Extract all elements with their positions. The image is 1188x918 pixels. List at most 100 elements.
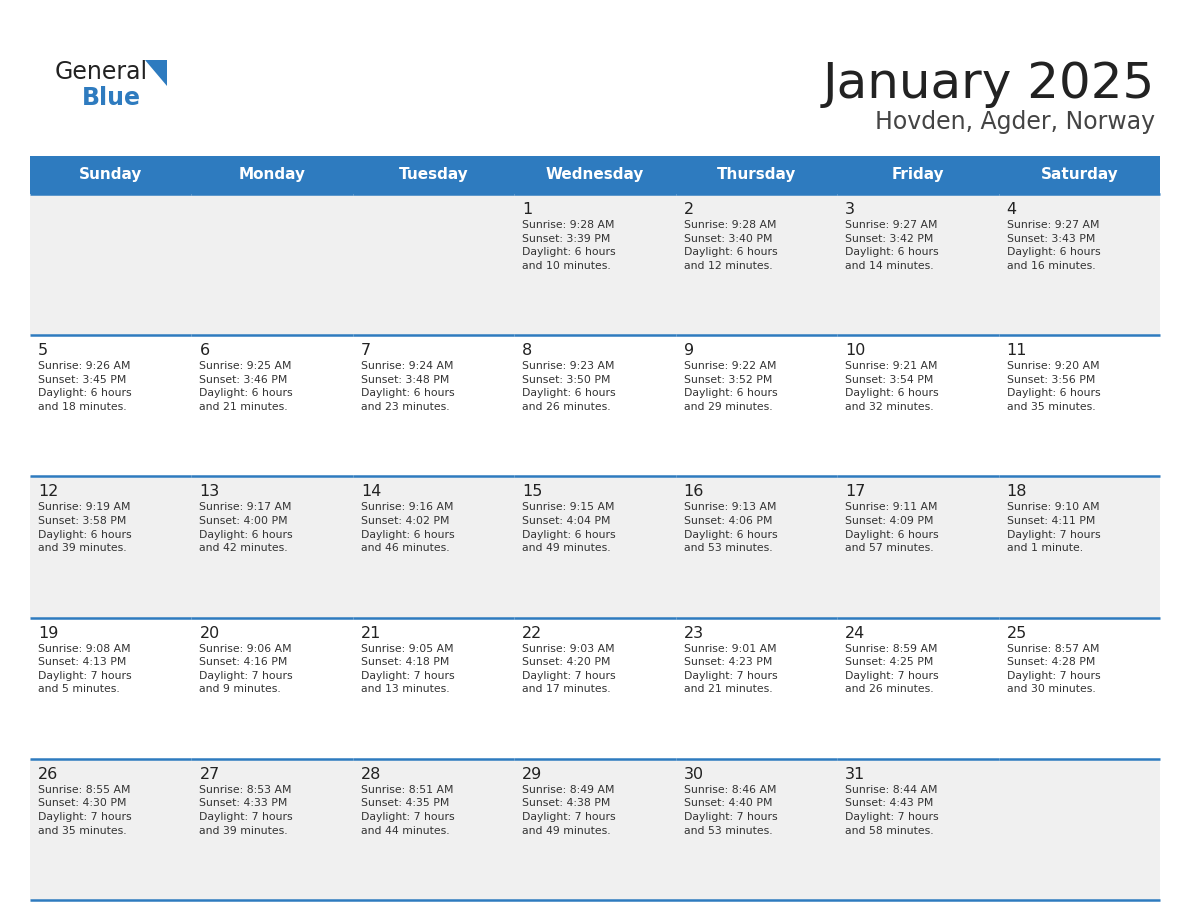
Text: 2: 2 <box>684 202 694 217</box>
Bar <box>30 335 191 476</box>
Text: Wednesday: Wednesday <box>545 167 644 183</box>
Bar <box>676 156 838 194</box>
Text: Sunrise: 9:17 AM
Sunset: 4:00 PM
Daylight: 6 hours
and 42 minutes.: Sunrise: 9:17 AM Sunset: 4:00 PM Dayligh… <box>200 502 293 554</box>
Bar <box>676 476 838 618</box>
Text: 29: 29 <box>523 767 543 782</box>
Text: Sunrise: 9:20 AM
Sunset: 3:56 PM
Daylight: 6 hours
and 35 minutes.: Sunrise: 9:20 AM Sunset: 3:56 PM Dayligh… <box>1006 361 1100 412</box>
Text: Sunrise: 8:46 AM
Sunset: 4:40 PM
Daylight: 7 hours
and 53 minutes.: Sunrise: 8:46 AM Sunset: 4:40 PM Dayligh… <box>684 785 777 835</box>
Bar <box>999 759 1159 900</box>
Text: 8: 8 <box>523 343 532 358</box>
Text: 16: 16 <box>684 485 704 499</box>
Bar <box>30 194 191 335</box>
Text: 20: 20 <box>200 625 220 641</box>
Text: 10: 10 <box>845 343 866 358</box>
Text: 21: 21 <box>361 625 381 641</box>
Bar <box>191 335 353 476</box>
Polygon shape <box>145 60 168 86</box>
Text: 15: 15 <box>523 485 543 499</box>
Bar <box>191 476 353 618</box>
Bar <box>676 759 838 900</box>
Text: Sunrise: 9:28 AM
Sunset: 3:40 PM
Daylight: 6 hours
and 12 minutes.: Sunrise: 9:28 AM Sunset: 3:40 PM Dayligh… <box>684 220 777 271</box>
Text: Tuesday: Tuesday <box>399 167 468 183</box>
Text: Sunrise: 9:03 AM
Sunset: 4:20 PM
Daylight: 7 hours
and 17 minutes.: Sunrise: 9:03 AM Sunset: 4:20 PM Dayligh… <box>523 644 615 694</box>
Text: 6: 6 <box>200 343 209 358</box>
Text: Sunday: Sunday <box>80 167 143 183</box>
Text: Friday: Friday <box>891 167 944 183</box>
Text: 4: 4 <box>1006 202 1017 217</box>
Text: Sunrise: 8:59 AM
Sunset: 4:25 PM
Daylight: 7 hours
and 26 minutes.: Sunrise: 8:59 AM Sunset: 4:25 PM Dayligh… <box>845 644 939 694</box>
Text: Sunrise: 8:44 AM
Sunset: 4:43 PM
Daylight: 7 hours
and 58 minutes.: Sunrise: 8:44 AM Sunset: 4:43 PM Dayligh… <box>845 785 939 835</box>
Bar <box>353 759 514 900</box>
Text: Sunrise: 9:10 AM
Sunset: 4:11 PM
Daylight: 7 hours
and 1 minute.: Sunrise: 9:10 AM Sunset: 4:11 PM Dayligh… <box>1006 502 1100 554</box>
Text: 24: 24 <box>845 625 865 641</box>
Text: Hovden, Agder, Norway: Hovden, Agder, Norway <box>874 110 1155 134</box>
Bar <box>838 476 999 618</box>
Text: Sunrise: 9:23 AM
Sunset: 3:50 PM
Daylight: 6 hours
and 26 minutes.: Sunrise: 9:23 AM Sunset: 3:50 PM Dayligh… <box>523 361 615 412</box>
Text: 31: 31 <box>845 767 865 782</box>
Text: Sunrise: 9:16 AM
Sunset: 4:02 PM
Daylight: 6 hours
and 46 minutes.: Sunrise: 9:16 AM Sunset: 4:02 PM Dayligh… <box>361 502 455 554</box>
Bar <box>676 335 838 476</box>
Text: Sunrise: 9:28 AM
Sunset: 3:39 PM
Daylight: 6 hours
and 10 minutes.: Sunrise: 9:28 AM Sunset: 3:39 PM Dayligh… <box>523 220 615 271</box>
Text: Sunrise: 9:24 AM
Sunset: 3:48 PM
Daylight: 6 hours
and 23 minutes.: Sunrise: 9:24 AM Sunset: 3:48 PM Dayligh… <box>361 361 455 412</box>
Bar <box>999 618 1159 759</box>
Text: Sunrise: 9:25 AM
Sunset: 3:46 PM
Daylight: 6 hours
and 21 minutes.: Sunrise: 9:25 AM Sunset: 3:46 PM Dayligh… <box>200 361 293 412</box>
Text: 11: 11 <box>1006 343 1028 358</box>
Text: 3: 3 <box>845 202 855 217</box>
Text: General: General <box>55 60 148 84</box>
Bar <box>353 476 514 618</box>
Text: 5: 5 <box>38 343 49 358</box>
Bar <box>353 156 514 194</box>
Text: 28: 28 <box>361 767 381 782</box>
Text: 22: 22 <box>523 625 543 641</box>
Text: Sunrise: 8:49 AM
Sunset: 4:38 PM
Daylight: 7 hours
and 49 minutes.: Sunrise: 8:49 AM Sunset: 4:38 PM Dayligh… <box>523 785 615 835</box>
Text: 7: 7 <box>361 343 371 358</box>
Bar <box>514 759 676 900</box>
Text: Sunrise: 8:51 AM
Sunset: 4:35 PM
Daylight: 7 hours
and 44 minutes.: Sunrise: 8:51 AM Sunset: 4:35 PM Dayligh… <box>361 785 455 835</box>
Bar <box>999 335 1159 476</box>
Bar <box>514 194 676 335</box>
Bar <box>838 194 999 335</box>
Text: Thursday: Thursday <box>716 167 796 183</box>
Text: Sunrise: 9:27 AM
Sunset: 3:43 PM
Daylight: 6 hours
and 16 minutes.: Sunrise: 9:27 AM Sunset: 3:43 PM Dayligh… <box>1006 220 1100 271</box>
Bar <box>676 194 838 335</box>
Bar <box>514 618 676 759</box>
Text: Sunrise: 8:55 AM
Sunset: 4:30 PM
Daylight: 7 hours
and 35 minutes.: Sunrise: 8:55 AM Sunset: 4:30 PM Dayligh… <box>38 785 132 835</box>
Bar <box>838 156 999 194</box>
Text: Sunrise: 9:27 AM
Sunset: 3:42 PM
Daylight: 6 hours
and 14 minutes.: Sunrise: 9:27 AM Sunset: 3:42 PM Dayligh… <box>845 220 939 271</box>
Bar <box>30 156 191 194</box>
Text: 25: 25 <box>1006 625 1026 641</box>
Text: 9: 9 <box>684 343 694 358</box>
Text: Monday: Monday <box>239 167 305 183</box>
Bar <box>191 194 353 335</box>
Bar <box>30 759 191 900</box>
Text: Sunrise: 9:15 AM
Sunset: 4:04 PM
Daylight: 6 hours
and 49 minutes.: Sunrise: 9:15 AM Sunset: 4:04 PM Dayligh… <box>523 502 615 554</box>
Text: 12: 12 <box>38 485 58 499</box>
Text: Sunrise: 9:08 AM
Sunset: 4:13 PM
Daylight: 7 hours
and 5 minutes.: Sunrise: 9:08 AM Sunset: 4:13 PM Dayligh… <box>38 644 132 694</box>
Bar <box>353 335 514 476</box>
Text: Sunrise: 9:26 AM
Sunset: 3:45 PM
Daylight: 6 hours
and 18 minutes.: Sunrise: 9:26 AM Sunset: 3:45 PM Dayligh… <box>38 361 132 412</box>
Text: 30: 30 <box>684 767 703 782</box>
Bar <box>191 156 353 194</box>
Text: 27: 27 <box>200 767 220 782</box>
Bar <box>514 156 676 194</box>
Bar <box>999 476 1159 618</box>
Text: 17: 17 <box>845 485 866 499</box>
Text: Sunrise: 9:21 AM
Sunset: 3:54 PM
Daylight: 6 hours
and 32 minutes.: Sunrise: 9:21 AM Sunset: 3:54 PM Dayligh… <box>845 361 939 412</box>
Bar <box>30 618 191 759</box>
Bar <box>838 759 999 900</box>
Bar <box>838 618 999 759</box>
Bar <box>838 335 999 476</box>
Text: 26: 26 <box>38 767 58 782</box>
Bar <box>999 156 1159 194</box>
Text: Sunrise: 9:19 AM
Sunset: 3:58 PM
Daylight: 6 hours
and 39 minutes.: Sunrise: 9:19 AM Sunset: 3:58 PM Dayligh… <box>38 502 132 554</box>
Bar <box>191 759 353 900</box>
Text: Sunrise: 9:13 AM
Sunset: 4:06 PM
Daylight: 6 hours
and 53 minutes.: Sunrise: 9:13 AM Sunset: 4:06 PM Dayligh… <box>684 502 777 554</box>
Text: Sunrise: 9:06 AM
Sunset: 4:16 PM
Daylight: 7 hours
and 9 minutes.: Sunrise: 9:06 AM Sunset: 4:16 PM Dayligh… <box>200 644 293 694</box>
Text: Blue: Blue <box>82 86 141 110</box>
Bar <box>514 335 676 476</box>
Text: 19: 19 <box>38 625 58 641</box>
Text: Sunrise: 9:01 AM
Sunset: 4:23 PM
Daylight: 7 hours
and 21 minutes.: Sunrise: 9:01 AM Sunset: 4:23 PM Dayligh… <box>684 644 777 694</box>
Text: Saturday: Saturday <box>1041 167 1118 183</box>
Bar <box>353 618 514 759</box>
Bar <box>353 194 514 335</box>
